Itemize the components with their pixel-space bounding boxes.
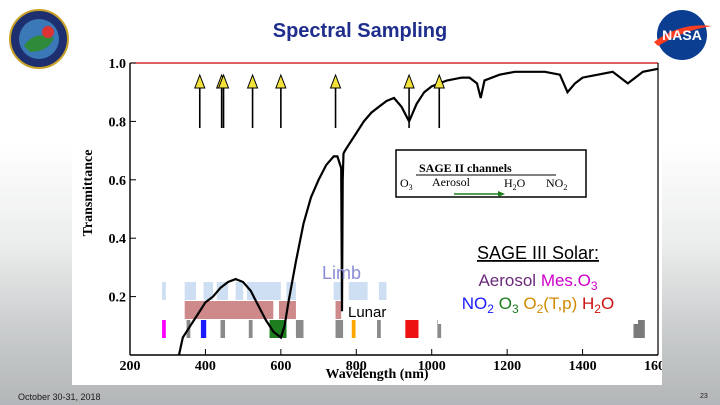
lunar-band	[335, 301, 342, 319]
channel-arrows	[194, 73, 445, 128]
footer-page-number: 23	[700, 393, 708, 400]
limb-band	[348, 282, 368, 300]
sage2-h2o-label: H2O	[504, 176, 526, 192]
limb-band	[246, 282, 281, 300]
chart-panel	[72, 55, 662, 385]
sage2-o3-label: O3	[400, 176, 413, 192]
channel-marker	[405, 320, 419, 338]
channel-marker	[295, 320, 304, 338]
x-tick-label: 1000	[418, 359, 446, 374]
x-tick-label: 400	[195, 359, 216, 374]
channel-marker	[633, 320, 645, 338]
y-tick-label: 0.2	[109, 291, 127, 306]
transmittance-curve	[177, 67, 659, 356]
sage3-solar-line1: Aerosol Mes.O3	[478, 271, 597, 293]
chart-axes	[129, 62, 659, 356]
channel-marker	[200, 320, 207, 338]
channel-arrow-head	[329, 73, 342, 89]
channel-marker	[248, 320, 253, 338]
limb-band	[216, 282, 229, 300]
sage-mission-patch-icon	[8, 8, 70, 70]
limb-band	[162, 282, 166, 300]
limb-label: Limb	[322, 263, 361, 283]
limb-band	[333, 282, 342, 300]
channel-arrow-head	[217, 73, 230, 89]
sage2-aerosol-label: Aerosol	[432, 175, 471, 189]
channel-marker	[335, 320, 344, 338]
y-tick-label: 1.0	[109, 57, 127, 72]
limb-band	[203, 282, 213, 300]
channel-marker	[377, 320, 381, 338]
sage3-solar-line2: NO2 O3 O2(T,p) H2O	[462, 294, 614, 316]
sage3-solar-box: SAGE III Solar: Aerosol Mes.O3 NO2 O3 O2…	[438, 238, 638, 324]
sage3-solar-heading: SAGE III Solar:	[477, 243, 599, 263]
sage2-legend-frame	[395, 149, 587, 198]
channel-arrow-head	[433, 73, 445, 89]
y-axis-label: Transmittance	[81, 150, 96, 237]
channel-arrow-head	[246, 73, 259, 89]
y-tick-label: 0.8	[109, 115, 127, 130]
x-tick-label: 200	[120, 359, 141, 374]
channel-marker	[437, 320, 442, 338]
sage2-legend-box: SAGE II channels O3 Aerosol H2O NO2	[395, 149, 587, 198]
footer-date: October 30-31, 2018	[18, 392, 101, 402]
nasa-meatball-logo-icon: NASA	[650, 8, 714, 62]
channel-marker	[220, 320, 226, 338]
x-axis-label: Wavelength (nm)	[325, 367, 428, 382]
sage3-solar-frame	[438, 238, 638, 324]
channel-arrow-head	[403, 73, 415, 89]
y-tick-labels: 0.2 0.4 0.6 0.8 1.0	[109, 57, 127, 306]
slide-title: Spectral Sampling	[272, 20, 448, 42]
y-tick-label: 0.4	[109, 232, 127, 247]
limb-band	[184, 282, 196, 300]
channel-arrow-head	[194, 73, 206, 89]
x-tick-label: 1200	[493, 359, 521, 374]
sage2-no2-label: NO2	[546, 176, 567, 192]
channel-marker	[351, 320, 356, 338]
svg-text:NASA: NASA	[662, 27, 702, 43]
channel-markers	[162, 320, 645, 338]
sage2-legend-arrow-head	[498, 191, 505, 197]
sage2-legend-heading: SAGE II channels	[419, 161, 512, 175]
x-tick-label: 800	[346, 359, 367, 374]
y-tick-label: 0.6	[109, 174, 127, 189]
x-tick-label: 1400	[569, 359, 597, 374]
x-tick-label: 600	[270, 359, 291, 374]
limb-band	[378, 282, 387, 300]
lunar-band	[184, 301, 274, 319]
limb-band	[235, 282, 244, 300]
lunar-label: Lunar	[348, 304, 386, 321]
channel-marker	[162, 320, 166, 338]
channel-arrow-head	[275, 73, 287, 89]
